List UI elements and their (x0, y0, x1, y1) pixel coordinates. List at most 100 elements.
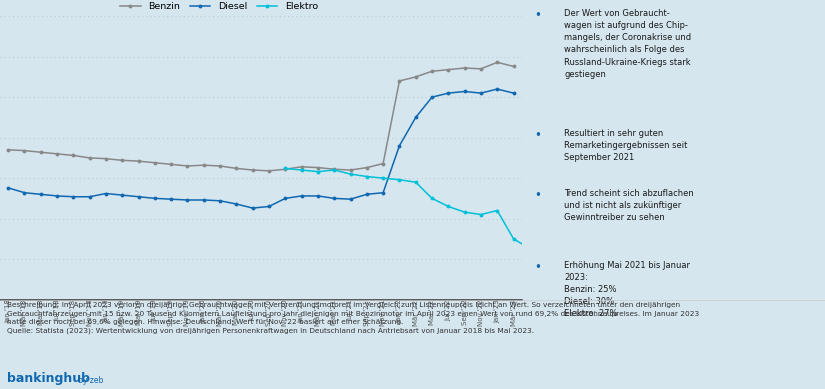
Text: bankinghub: bankinghub (7, 372, 90, 385)
Elektro (329, 168, 339, 172)
Elektro (460, 210, 469, 214)
Text: Beschreibung: Im April 2023 verloren dreijährige Gebrauchtwagen mit Verbrennungs: Beschreibung: Im April 2023 verloren dre… (7, 302, 699, 333)
Diesel (199, 198, 209, 202)
Diesel (264, 204, 274, 209)
Diesel (232, 202, 242, 207)
Text: by zeb: by zeb (78, 377, 104, 385)
Benzin (280, 167, 290, 172)
Diesel (394, 144, 404, 148)
Elektro (493, 208, 502, 213)
Text: Trend scheint sich abzuflachen
und ist nicht als zukünftiger
Gewinntreiber zu se: Trend scheint sich abzuflachen und ist n… (564, 189, 694, 222)
Elektro (280, 166, 290, 171)
Text: Resultiert in sehr guten
Remarketingergebnissen seit
September 2021: Resultiert in sehr guten Remarketingerge… (564, 129, 687, 162)
Benzin (232, 166, 242, 171)
Diesel (280, 196, 290, 201)
Benzin (134, 159, 144, 163)
Diesel (460, 89, 469, 94)
Diesel (443, 91, 453, 95)
Diesel (3, 186, 13, 190)
Diesel (362, 192, 372, 197)
Diesel (117, 193, 127, 198)
Benzin (166, 162, 176, 167)
Text: •: • (534, 9, 540, 22)
Elektro (443, 204, 453, 209)
Benzin (476, 67, 486, 71)
Text: Erhöhung Mai 2021 bis Januar
2023:
Benzin: 25%
Diesel: 30%
Elektro: 27%: Erhöhung Mai 2021 bis Januar 2023: Benzi… (564, 261, 691, 318)
Elektro (606, 174, 616, 179)
Elektro (411, 180, 421, 184)
Elektro (394, 177, 404, 182)
Benzin (329, 167, 339, 172)
Diesel (346, 197, 356, 202)
Benzin (427, 69, 437, 74)
Elektro (574, 174, 584, 179)
Benzin (346, 168, 356, 172)
Diesel (215, 198, 225, 203)
Elektro (346, 172, 356, 176)
Elektro (313, 169, 323, 174)
Line: Diesel: Diesel (7, 87, 516, 210)
Benzin (199, 163, 209, 168)
Diesel (297, 194, 307, 198)
Benzin (313, 165, 323, 170)
Benzin (117, 158, 127, 163)
Elektro (508, 237, 518, 241)
Diesel (52, 194, 62, 198)
Text: •: • (534, 261, 540, 273)
Elektro (525, 246, 535, 251)
Elektro (541, 228, 551, 233)
Benzin (297, 165, 307, 169)
Legend: Benzin, Diesel, Elektro: Benzin, Diesel, Elektro (120, 2, 318, 11)
Benzin (20, 148, 30, 153)
Diesel (313, 194, 323, 198)
Benzin (378, 161, 388, 166)
Benzin (3, 147, 13, 152)
Line: Benzin: Benzin (7, 60, 516, 173)
Elektro (590, 176, 600, 180)
Benzin (52, 151, 62, 156)
Benzin (248, 168, 257, 172)
Diesel (411, 115, 421, 120)
Diesel (378, 190, 388, 195)
Text: Der Wert von Gebraucht-
wagen ist aufgrund des Chip-
mangels, der Coronakrise un: Der Wert von Gebraucht- wagen ist aufgru… (564, 9, 691, 79)
Benzin (460, 66, 469, 70)
Benzin (101, 156, 111, 161)
Diesel (150, 196, 160, 201)
Benzin (443, 67, 453, 72)
Diesel (68, 194, 78, 199)
Elektro (558, 172, 568, 176)
Line: Elektro: Elektro (283, 166, 613, 251)
Elektro (378, 176, 388, 180)
Diesel (20, 190, 30, 195)
Diesel (182, 198, 192, 202)
Benzin (264, 168, 274, 173)
Diesel (134, 194, 144, 199)
Elektro (427, 196, 437, 201)
Diesel (35, 192, 45, 197)
Benzin (182, 164, 192, 168)
Benzin (35, 150, 45, 154)
Diesel (248, 206, 257, 210)
Text: •: • (534, 129, 540, 142)
Elektro (297, 168, 307, 172)
Diesel (329, 196, 339, 201)
Benzin (85, 156, 95, 160)
Diesel (427, 95, 437, 100)
Diesel (493, 87, 502, 91)
Diesel (476, 91, 486, 95)
Diesel (166, 197, 176, 202)
Benzin (508, 64, 518, 69)
Benzin (411, 75, 421, 79)
Benzin (215, 164, 225, 168)
Benzin (68, 153, 78, 158)
Diesel (85, 194, 95, 199)
Diesel (101, 191, 111, 196)
Text: •: • (534, 189, 540, 202)
Benzin (150, 160, 160, 165)
Benzin (362, 165, 372, 170)
Elektro (362, 174, 372, 179)
Elektro (476, 212, 486, 217)
Diesel (508, 91, 518, 95)
Benzin (394, 79, 404, 83)
Benzin (493, 60, 502, 65)
